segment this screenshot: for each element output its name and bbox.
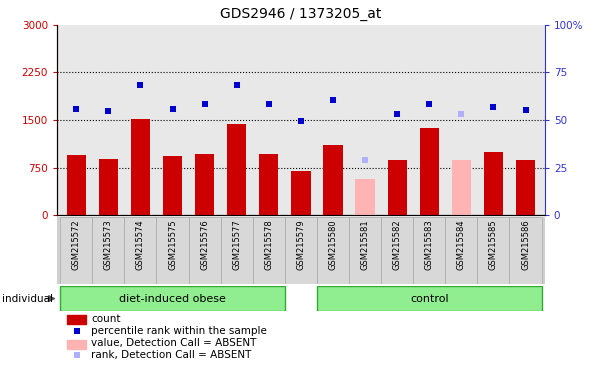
Bar: [99, 159, 118, 215]
Text: GSM215580: GSM215580: [328, 220, 337, 270]
Text: GSM215574: GSM215574: [136, 220, 145, 270]
Bar: [478, 217, 509, 284]
Text: individual: individual: [2, 293, 53, 304]
Text: count: count: [91, 314, 121, 324]
Bar: [60, 217, 92, 284]
Bar: [317, 217, 349, 284]
Bar: [413, 217, 445, 284]
Text: GSM215573: GSM215573: [104, 220, 113, 270]
Bar: [221, 217, 253, 284]
Bar: [67, 340, 86, 349]
Text: GSM215584: GSM215584: [457, 220, 466, 270]
Bar: [419, 127, 439, 215]
Text: percentile rank within the sample: percentile rank within the sample: [91, 326, 267, 336]
Text: control: control: [410, 293, 449, 304]
FancyBboxPatch shape: [317, 286, 542, 311]
Text: GSM215578: GSM215578: [265, 220, 274, 270]
Text: diet-induced obese: diet-induced obese: [119, 293, 226, 304]
Text: GSM215572: GSM215572: [72, 220, 81, 270]
Text: GSM215575: GSM215575: [168, 220, 177, 270]
Bar: [349, 217, 381, 284]
Text: GSM215585: GSM215585: [489, 220, 498, 270]
Text: GSM215579: GSM215579: [296, 220, 305, 270]
Text: GSM215583: GSM215583: [425, 220, 434, 270]
Bar: [285, 217, 317, 284]
Bar: [163, 156, 182, 215]
Bar: [157, 217, 188, 284]
Bar: [67, 155, 86, 215]
Text: GSM215586: GSM215586: [521, 220, 530, 270]
Bar: [445, 217, 478, 284]
Text: GSM215581: GSM215581: [361, 220, 370, 270]
Title: GDS2946 / 1373205_at: GDS2946 / 1373205_at: [220, 7, 382, 21]
Bar: [323, 146, 343, 215]
Bar: [124, 217, 157, 284]
Bar: [291, 170, 311, 215]
Bar: [188, 217, 221, 284]
Bar: [227, 124, 247, 215]
Text: value, Detection Call = ABSENT: value, Detection Call = ABSENT: [91, 338, 257, 348]
Text: GSM215577: GSM215577: [232, 220, 241, 270]
Bar: [509, 217, 542, 284]
Bar: [388, 160, 407, 215]
Bar: [381, 217, 413, 284]
Bar: [253, 217, 285, 284]
Bar: [67, 315, 86, 324]
Bar: [484, 152, 503, 215]
Bar: [131, 119, 150, 215]
Bar: [355, 179, 375, 215]
Bar: [195, 154, 214, 215]
Text: rank, Detection Call = ABSENT: rank, Detection Call = ABSENT: [91, 350, 251, 360]
Bar: [452, 160, 471, 215]
FancyBboxPatch shape: [60, 286, 285, 311]
Text: GSM215576: GSM215576: [200, 220, 209, 270]
Bar: [259, 154, 278, 215]
Bar: [92, 217, 124, 284]
Bar: [516, 160, 535, 215]
Text: GSM215582: GSM215582: [392, 220, 401, 270]
